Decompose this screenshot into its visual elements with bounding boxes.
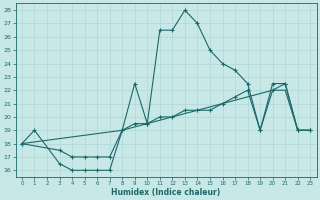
X-axis label: Humidex (Indice chaleur): Humidex (Indice chaleur) <box>111 188 221 197</box>
